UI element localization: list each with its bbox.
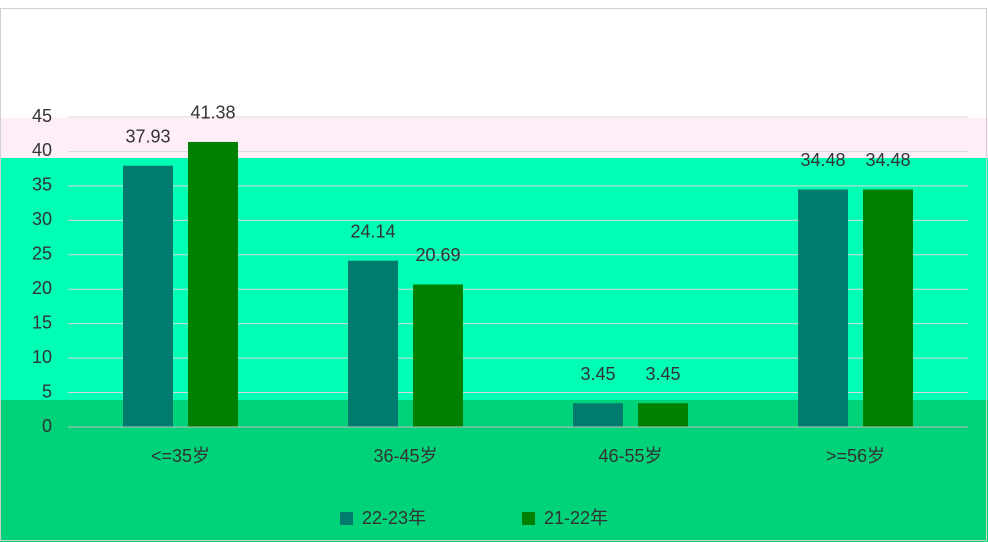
y-tick-label: 35 bbox=[32, 175, 52, 195]
y-tick-label: 45 bbox=[32, 106, 52, 126]
bar bbox=[123, 165, 173, 427]
bar bbox=[638, 403, 688, 427]
legend-label: 22-23年 bbox=[362, 508, 426, 528]
bar bbox=[863, 189, 913, 427]
frame bbox=[0, 8, 987, 541]
y-tick-label: 30 bbox=[32, 209, 52, 229]
bar bbox=[188, 141, 238, 427]
data-label: 20.69 bbox=[415, 245, 460, 265]
bar bbox=[798, 189, 848, 427]
x-tick-label: 36-45岁 bbox=[373, 446, 437, 466]
legend-swatch bbox=[522, 512, 535, 525]
y-tick-label: 10 bbox=[32, 347, 52, 367]
x-tick-label: <=35岁 bbox=[151, 446, 210, 466]
y-tick-label: 40 bbox=[32, 140, 52, 160]
y-tick-label: 15 bbox=[32, 312, 52, 332]
legend-swatch bbox=[340, 512, 353, 525]
y-tick-label: 0 bbox=[42, 416, 52, 436]
data-label: 24.14 bbox=[350, 221, 395, 241]
x-tick-label: >=56岁 bbox=[826, 446, 885, 466]
y-tick-label: 25 bbox=[32, 244, 52, 264]
x-tick-label: 46-55岁 bbox=[598, 446, 662, 466]
data-label: 37.93 bbox=[125, 126, 170, 146]
bar bbox=[348, 260, 398, 427]
legend-label: 21-22年 bbox=[544, 508, 608, 528]
data-label: 34.48 bbox=[800, 150, 845, 170]
bar bbox=[413, 284, 463, 427]
data-label: 41.38 bbox=[190, 103, 235, 123]
bar bbox=[573, 403, 623, 427]
y-tick-label: 5 bbox=[42, 381, 52, 401]
data-label: 3.45 bbox=[580, 364, 615, 384]
data-label: 34.48 bbox=[865, 150, 910, 170]
y-tick-label: 20 bbox=[32, 278, 52, 298]
data-label: 3.45 bbox=[645, 364, 680, 384]
